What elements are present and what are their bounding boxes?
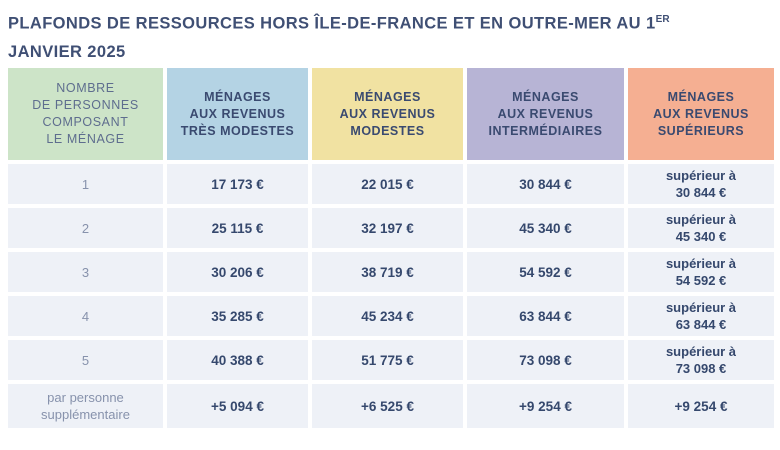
ceiling-4-intermediate: 63 844 € — [467, 296, 624, 336]
page-title: PLAFONDS DE RESSOURCES HORS ÎLE-DE-FRANC… — [8, 6, 772, 66]
ceiling-5-intermediate: 73 098 € — [467, 340, 624, 380]
supplement-intermediate: +9 254 € — [467, 384, 624, 428]
ceiling-2-very-modest: 25 115 € — [167, 208, 308, 248]
ceiling-2-intermediate: 45 340 € — [467, 208, 624, 248]
ceiling-5-very-modest: 40 388 € — [167, 340, 308, 380]
ceiling-5-higher: supérieur à 73 098 € — [628, 340, 774, 380]
row-label-additional-person: par personne supplémentaire — [8, 384, 163, 428]
ceiling-4-modest: 45 234 € — [312, 296, 463, 336]
supplement-higher: +9 254 € — [628, 384, 774, 428]
row-label-1-person: 1 — [8, 164, 163, 204]
ceiling-3-higher: supérieur à 54 592 € — [628, 252, 774, 292]
ceiling-5-modest: 51 775 € — [312, 340, 463, 380]
ceiling-1-modest: 22 015 € — [312, 164, 463, 204]
supplement-modest: +6 525 € — [312, 384, 463, 428]
page-title-superscript: ER — [655, 14, 670, 25]
ceiling-3-very-modest: 30 206 € — [167, 252, 308, 292]
ceiling-3-modest: 38 719 € — [312, 252, 463, 292]
ceiling-1-very-modest: 17 173 € — [167, 164, 308, 204]
column-header-very-modest-income: Ménages aux revenus très modestes — [167, 68, 308, 160]
row-label-5-persons: 5 — [8, 340, 163, 380]
ceiling-1-higher: supérieur à 30 844 € — [628, 164, 774, 204]
column-header-modest-income: Ménages aux revenus modestes — [312, 68, 463, 160]
page-title-line1: PLAFONDS DE RESSOURCES HORS ÎLE-DE-FRANC… — [8, 14, 656, 33]
ceiling-3-intermediate: 54 592 € — [467, 252, 624, 292]
row-label-2-persons: 2 — [8, 208, 163, 248]
ceiling-1-intermediate: 30 844 € — [467, 164, 624, 204]
ceiling-4-very-modest: 35 285 € — [167, 296, 308, 336]
ceiling-4-higher: supérieur à 63 844 € — [628, 296, 774, 336]
row-label-4-persons: 4 — [8, 296, 163, 336]
supplement-very-modest: +5 094 € — [167, 384, 308, 428]
column-header-higher-income: Ménages aux revenus supérieurs — [628, 68, 774, 160]
page-title-line2: JANVIER 2025 — [8, 42, 126, 61]
column-header-intermediate-income: Ménages aux revenus intermédiaires — [467, 68, 624, 160]
row-label-3-persons: 3 — [8, 252, 163, 292]
ceiling-2-higher: supérieur à 45 340 € — [628, 208, 774, 248]
ceiling-2-modest: 32 197 € — [312, 208, 463, 248]
